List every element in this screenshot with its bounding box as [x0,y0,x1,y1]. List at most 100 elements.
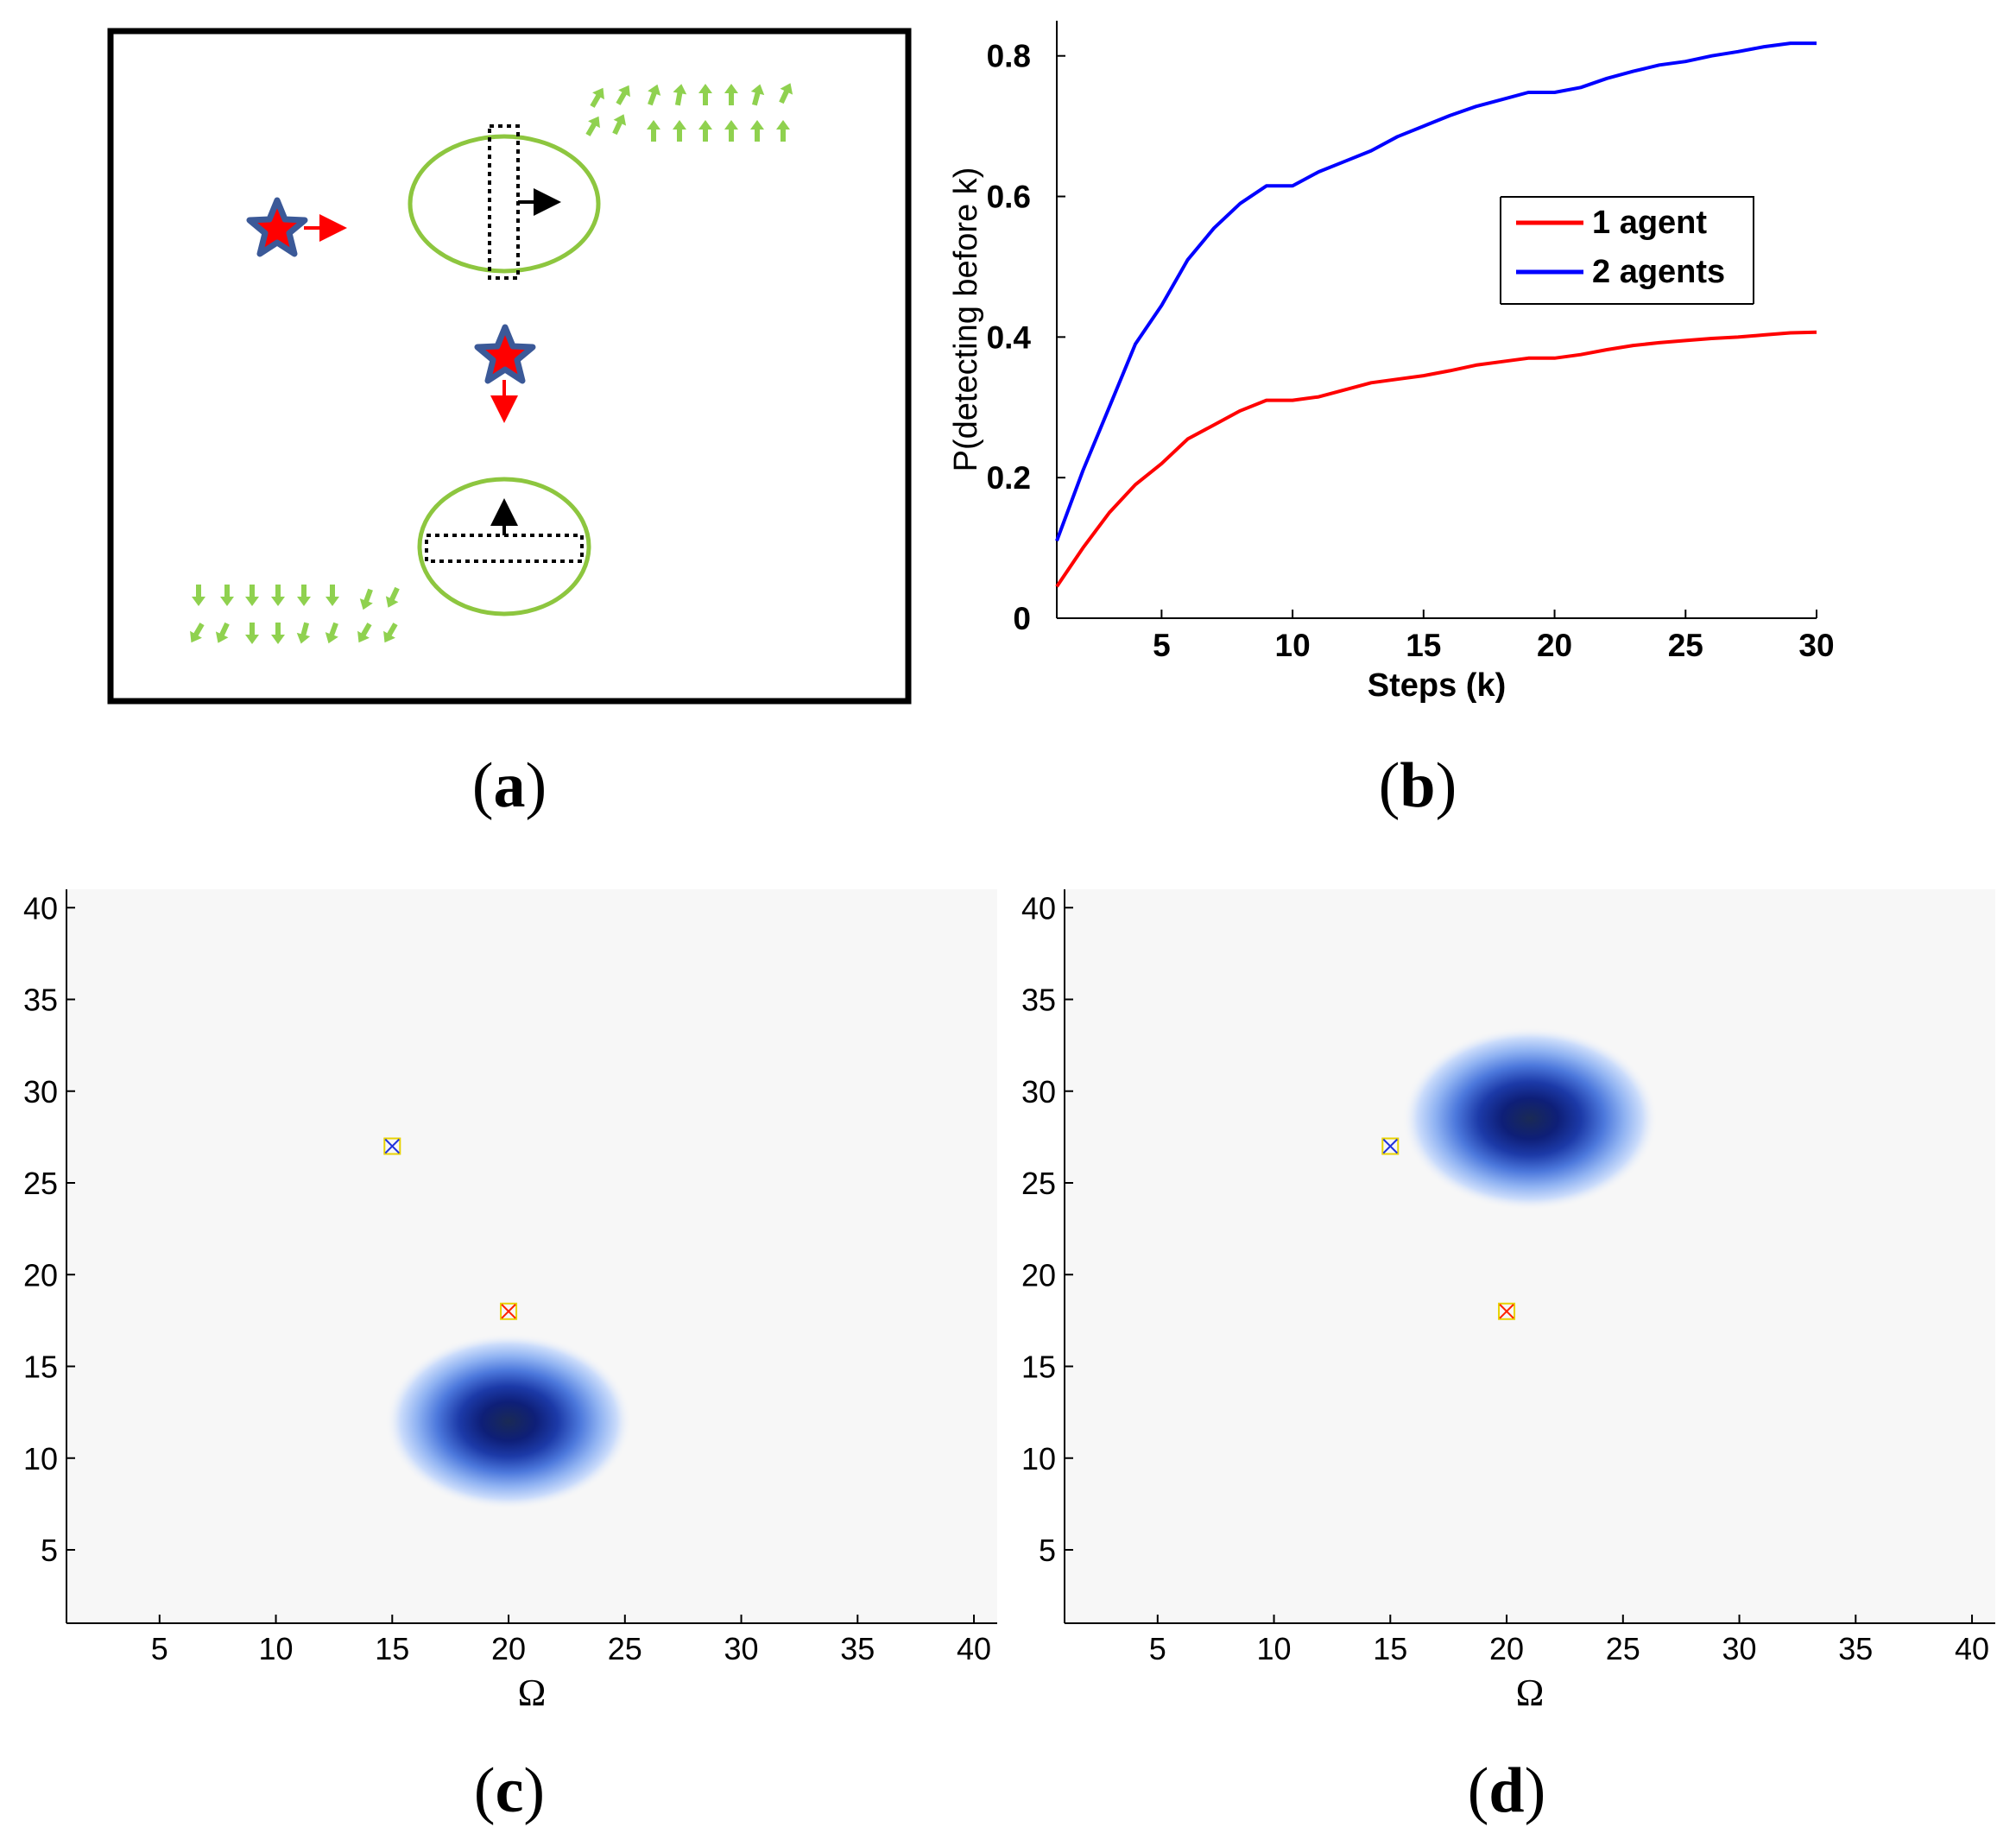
panel-d: 5 10 15 20 25 30 35 40 5 10 15 20 25 30 35 40 Ω (d) [1021,889,1995,1826]
x-tick-label: 10 [1275,628,1311,663]
flow-arrow-icon [750,120,764,142]
series-line-1-agent [1055,330,1817,588]
y-tick-label: 20 [23,1257,58,1293]
flow-arrow-icon [271,623,285,644]
y-tick-label: 0.6 [987,180,1031,215]
x-tick-label: 5 [1153,628,1171,663]
panel-c-label: (c) [474,1755,545,1826]
chart-b-xlabel: Steps (k) [1368,667,1506,704]
flow-arrow-icon [590,87,604,108]
y-tick-label: 5 [1039,1533,1056,1568]
chart-d-density-blob [1401,1027,1659,1211]
flow-arrow-icon [779,83,793,104]
x-tick-label: 20 [491,1631,526,1666]
flow-arrows-lower [190,585,400,644]
flow-arrow-icon [357,623,372,643]
x-tick-label: 5 [1149,1631,1166,1666]
chart-c-plot-area [66,889,997,1623]
x-tick-label: 40 [957,1631,991,1666]
series-line-2-agents [1055,41,1817,542]
x-tick-label: 20 [1537,628,1572,663]
y-tick-label: 35 [1021,983,1056,1018]
x-tick-label: 15 [375,1631,409,1666]
y-tick-label: 25 [1021,1166,1056,1201]
chart-c-y-ticks: 5 10 15 20 25 30 35 40 [23,890,75,1568]
y-tick-label: 25 [23,1166,58,1201]
agent-position-marker [500,1302,518,1320]
y-tick-label: 0 [1013,601,1031,636]
y-tick-label: 0.8 [987,39,1031,74]
y-tick-label: 40 [23,890,58,926]
flow-arrow-icon [673,120,686,142]
flow-arrow-icon [698,120,712,142]
flow-arrow-icon [325,585,339,606]
chart-d-plot-area [1065,889,1995,1623]
panel-b: 0 0.2 0.4 0.6 0.8 5 10 15 20 25 30 Steps (k) P(de… [948,21,1835,821]
flow-arrow-icon [612,114,627,136]
flow-arrow-icon [673,84,687,106]
flow-arrow-icon [776,120,790,142]
x-tick-label: 5 [151,1631,168,1666]
flow-arrow-icon [245,623,259,644]
y-tick-label: 15 [23,1350,58,1385]
panel-a-label: (a) [472,750,547,821]
y-tick-label: 40 [1021,890,1056,926]
x-tick-label: 10 [1257,1631,1292,1666]
chart-b-series [1055,41,1817,588]
flow-arrow-icon [647,120,660,142]
chart-c-xlabel: Ω [518,1672,547,1714]
y-tick-label: 30 [1021,1074,1056,1109]
x-tick-label: 30 [1722,1631,1757,1666]
x-tick-label: 25 [608,1631,642,1666]
flow-arrow-icon [271,585,285,606]
x-tick-label: 35 [1838,1631,1873,1666]
flow-arrow-icon [383,623,398,643]
chart-b-legend: 1 agent 2 agents [1500,196,1754,305]
flow-arrow-icon [724,84,738,105]
y-tick-label: 15 [1021,1350,1056,1385]
x-tick-label: 20 [1489,1631,1524,1666]
x-tick-label: 10 [259,1631,294,1666]
chart-d-xlabel: Ω [1516,1672,1545,1714]
sensor-ellipse-lower [417,477,591,616]
y-tick-label: 35 [23,983,58,1018]
flow-arrow-icon [325,622,338,644]
y-tick-label: 0.4 [987,319,1032,355]
flow-arrow-icon [215,622,230,643]
flow-arrow-icon [698,84,712,105]
flow-arrow-icon [220,585,234,606]
y-tick-label: 10 [1021,1441,1056,1476]
y-tick-label: 30 [23,1074,58,1109]
chart-b-ylabel: P(detecting before k) [948,168,984,472]
target-star-left [246,197,308,257]
flow-arrow-icon [297,585,311,606]
legend-label-2-agents: 2 agents [1592,254,1725,290]
x-tick-label: 25 [1668,628,1703,663]
chart-d-x-ticks: 5 10 15 20 25 30 35 40 [1149,1615,1989,1666]
flow-arrow-icon [296,622,311,644]
panel-b-label: (b) [1379,750,1457,821]
chart-d-y-ticks: 5 10 15 20 25 30 35 40 [1021,890,1073,1568]
flow-arrow-icon [724,120,738,142]
chart-b-y-ticks: 0 0.2 0.4 0.6 0.8 [987,39,1065,636]
y-tick-label: 0.2 [987,460,1031,496]
flow-arrow-icon [585,116,600,136]
x-tick-label: 25 [1606,1631,1640,1666]
chart-c-markers [383,1137,518,1320]
panel-c: 5 10 15 20 25 30 35 40 5 10 15 20 25 30 35 40 Ω (c) [23,889,997,1826]
chart-c-density-blob [385,1333,632,1510]
y-tick-label: 10 [23,1441,58,1476]
x-tick-label: 35 [840,1631,875,1666]
agent-position-marker [1498,1302,1516,1320]
agent-position-marker [383,1137,401,1155]
panel-a: (a) [107,28,912,821]
chart-c-x-ticks: 5 10 15 20 25 30 35 40 [151,1615,991,1666]
x-tick-label: 30 [1798,628,1834,663]
y-tick-label: 5 [41,1533,58,1568]
x-tick-label: 30 [724,1631,759,1666]
flow-arrow-icon [245,585,259,606]
flow-arrow-icon [648,84,661,106]
chart-d-markers [1381,1137,1516,1320]
density-blob [385,1333,632,1510]
